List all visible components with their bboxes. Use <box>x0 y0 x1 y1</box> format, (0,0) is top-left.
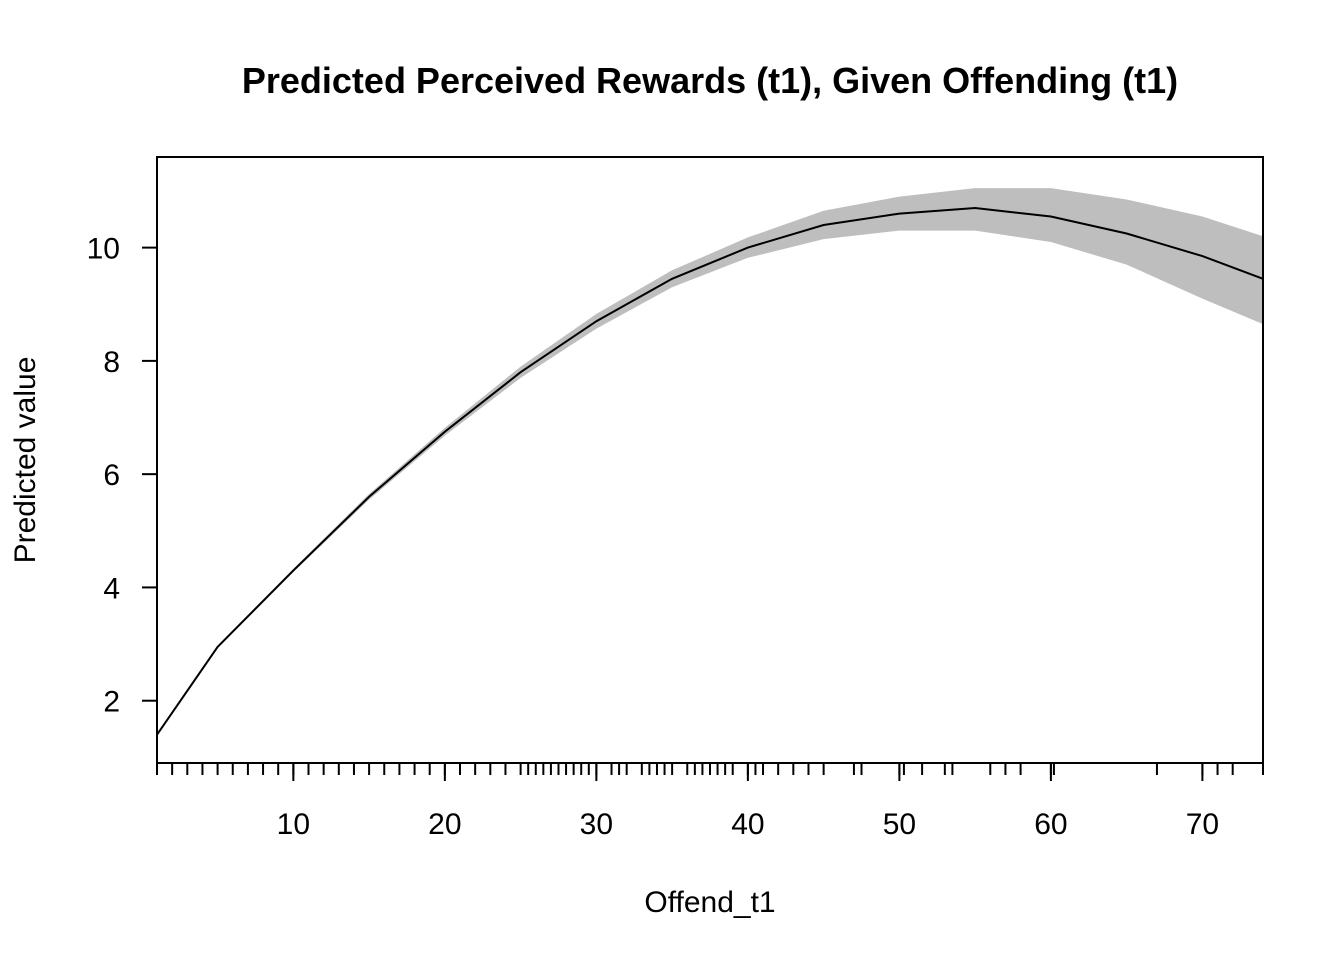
confidence-band-layer <box>157 188 1263 735</box>
x-axis-label: Offend_t1 <box>644 886 775 919</box>
confidence-band <box>157 188 1263 735</box>
y-tick-label: 8 <box>103 346 120 379</box>
rug-layer <box>156 763 1264 775</box>
x-tick-label: 30 <box>580 808 613 841</box>
y-axis-label: Predicted value <box>9 357 42 564</box>
x-tick-label: 50 <box>883 808 916 841</box>
x-tick-label: 60 <box>1034 808 1067 841</box>
y-axis: 2 4 6 8 10 <box>87 233 157 719</box>
y-tick-label: 6 <box>103 459 120 492</box>
y-tick-label: 2 <box>103 686 120 719</box>
x-tick-label: 10 <box>277 808 310 841</box>
chart-title: Predicted Perceived Rewards (t1), Given … <box>242 60 1178 101</box>
x-axis: 10 20 30 40 50 60 70 <box>277 763 1219 841</box>
x-tick-label: 40 <box>731 808 764 841</box>
fit-line <box>156 206 1264 736</box>
fit-line-layer <box>156 206 1264 736</box>
x-tick-label: 20 <box>428 808 461 841</box>
y-tick-label: 4 <box>103 572 120 605</box>
plot-frame <box>156 156 1264 764</box>
x-tick-label: 70 <box>1186 808 1219 841</box>
y-tick-label: 10 <box>87 233 120 266</box>
